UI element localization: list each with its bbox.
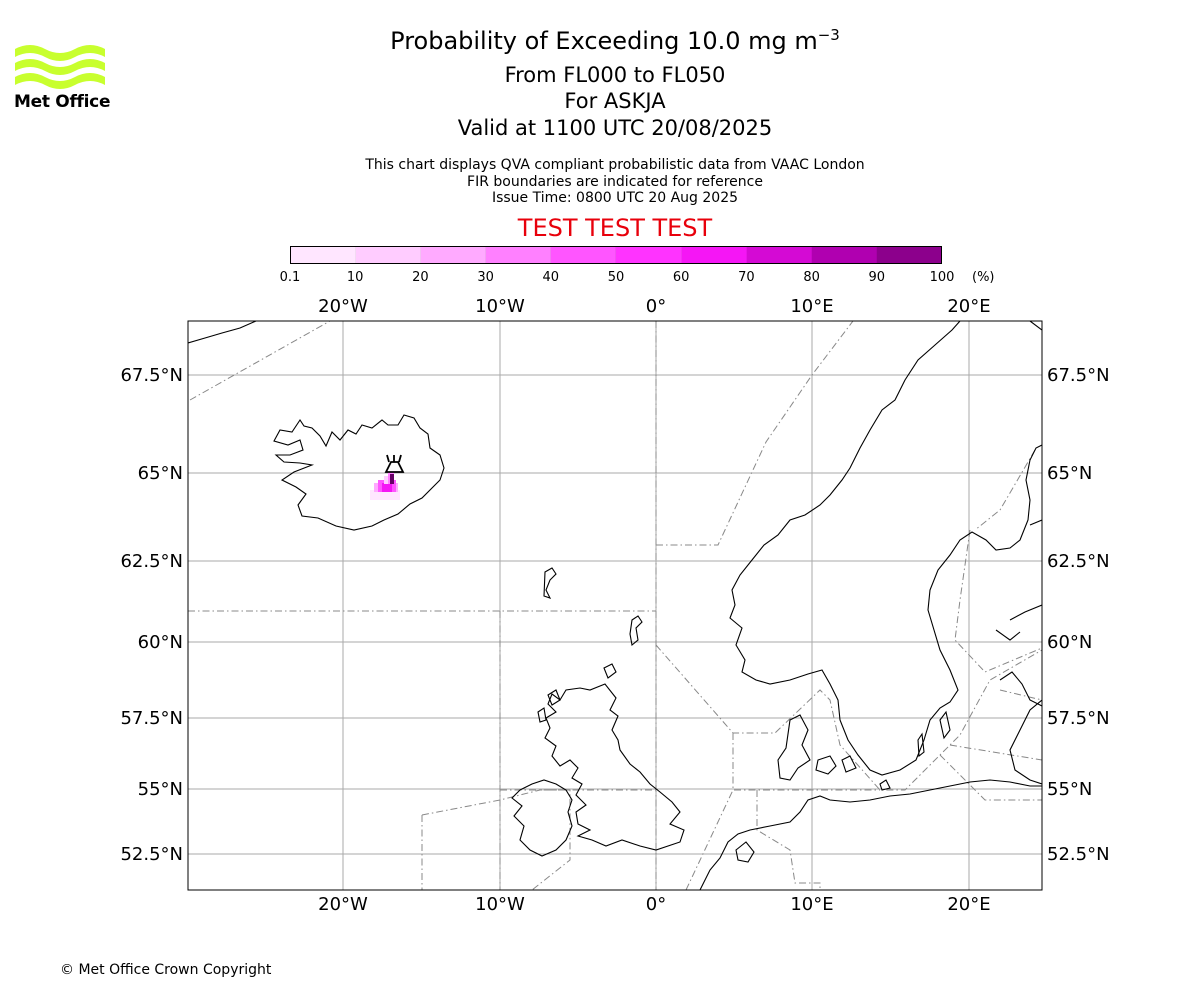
colorbar-tick-label: 10 [346,270,364,285]
chart-title: Probability of Exceeding 10.0 mg m−3 [390,26,840,55]
coastlines [188,321,1042,890]
latitude-label: 65°N [138,463,183,484]
colorbar-segment [421,247,487,263]
latitude-label: 57.5°N [1047,708,1110,729]
colorbar-tick-label: 30 [477,270,494,285]
colorbar-segment [876,247,941,263]
latitude-label: 52.5°N [120,844,183,865]
info-line-1: This chart displays QVA compliant probab… [365,157,865,173]
latitude-label: 67.5°N [120,365,183,386]
graticule [188,321,1042,890]
info-line-2: FIR boundaries are indicated for referen… [467,174,763,190]
probability-field [370,470,400,500]
colorbar-segment [681,247,747,263]
scandinavia-coast [729,321,1042,776]
longitude-label: 10°E [790,296,833,317]
latitude-label: 62.5°N [1047,551,1110,572]
colorbar-segment [616,247,682,263]
colorbar-segment [811,247,877,263]
continental-coast [699,779,1042,890]
latitude-label: 60°N [138,632,183,653]
longitude-label: 0° [646,296,666,317]
fir-boundaries [188,321,1042,890]
longitude-labels-bottom: 20°W 10°W 0° 10°E 20°E [318,894,990,915]
latitude-label: 57.5°N [120,708,183,729]
latitude-label: 67.5°N [1047,365,1110,386]
colorbar [290,246,942,264]
colorbar-tick-label: 80 [803,270,820,285]
latitude-label: 65°N [1047,463,1092,484]
longitude-label: 10°W [475,894,525,915]
latitude-label: 52.5°N [1047,844,1110,865]
volcano-title: For ASKJA [564,89,666,113]
longitude-labels-top: 20°W 10°W 0° 10°E 20°E [318,296,990,317]
longitude-label: 20°W [318,894,368,915]
valid-time: Valid at 1100 UTC 20/08/2025 [457,116,773,140]
copyright: © Met Office Crown Copyright [60,962,272,978]
longitude-label: 20°W [318,296,368,317]
issue-time: Issue Time: 0800 UTC 20 Aug 2025 [491,190,739,206]
colorbar-tick-label: 50 [607,270,625,285]
longitude-label: 10°E [790,894,833,915]
met-office-logo [15,45,105,89]
map-frame [187,320,1043,891]
latitude-label: 55°N [1047,779,1092,800]
colorbar-tick-label: 90 [868,270,886,285]
longitude-label: 10°W [475,296,525,317]
colorbar-segment [551,247,617,263]
longitude-label: 20°E [947,894,990,915]
great-britain-coast [544,683,685,851]
colorbar-tick-label: 70 [738,270,755,285]
colorbar-segment [291,247,357,263]
latitude-labels-left: 67.5°N 65°N 62.5°N 60°N 57.5°N 55°N 52.5°N [120,365,183,865]
prob-cell [390,474,394,484]
latitude-label: 55°N [138,779,183,800]
colorbar-unit: (%) [972,270,995,285]
test-banner: TEST TEST TEST [517,214,713,242]
title-exponent: −3 [817,26,840,44]
colorbar-segment [356,247,422,263]
latitude-label: 62.5°N [120,551,183,572]
colorbar-tick-label: 0.1 [279,270,301,285]
colorbar-tick-label: 100 [929,270,955,285]
prob-cell [382,483,392,492]
colorbar-tick-label: 20 [412,270,429,285]
prob-cell [370,490,400,500]
colorbar-segment [746,247,812,263]
flight-levels: From FL000 to FL050 [504,63,726,87]
longitude-label: 20°E [947,296,990,317]
latitude-label: 60°N [1047,632,1092,653]
logo-text: Met Office [14,92,111,112]
ireland-coast [511,779,573,857]
longitude-label: 0° [646,894,666,915]
iceland-coast [273,414,445,531]
volcano-icon [384,454,405,473]
colorbar-tick-label: 60 [672,270,690,285]
colorbar-segment [486,247,552,263]
latitude-labels-right: 67.5°N 65°N 62.5°N 60°N 57.5°N 55°N 52.5°N [1047,365,1110,865]
colorbar-tick-label: 40 [542,270,560,285]
denmark-coast [777,714,811,781]
